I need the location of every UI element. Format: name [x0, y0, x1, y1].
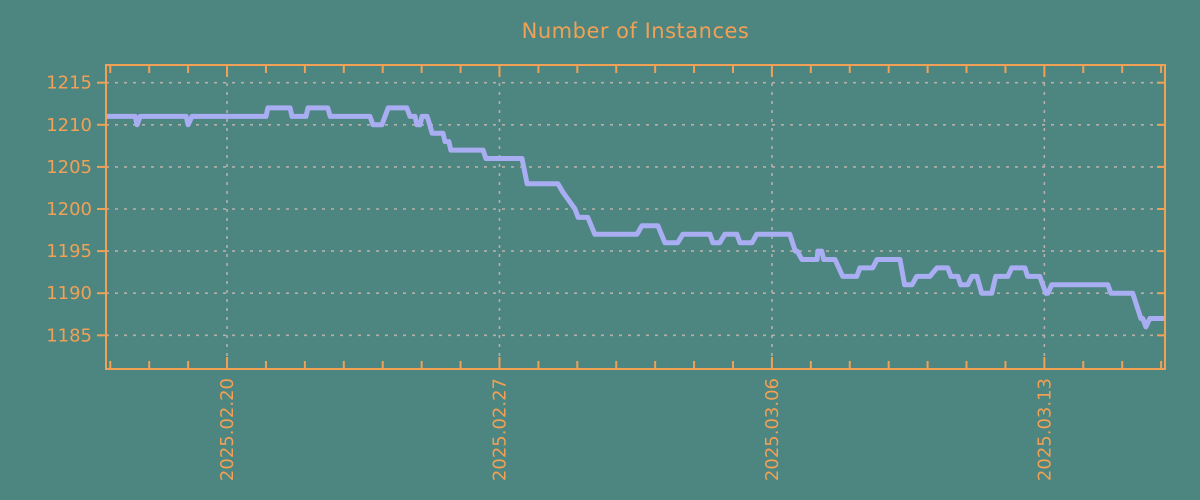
x-tick-label: 2025.02.27	[489, 378, 510, 481]
plot-frame	[105, 64, 1166, 370]
y-tick-label: 1190	[46, 283, 92, 304]
y-tick-label: 1205	[46, 157, 92, 178]
chart-title: Number of Instances	[521, 19, 750, 43]
y-tick-label: 1210	[46, 115, 92, 136]
y-tick-label: 1215	[46, 73, 92, 94]
y-tick-label: 1195	[46, 241, 92, 262]
y-tick-label: 1200	[46, 199, 92, 220]
x-tick-label: 2025.02.20	[217, 378, 238, 481]
x-tick-label: 2025.03.06	[762, 378, 783, 481]
x-tick-label: 2025.03.13	[1034, 378, 1055, 481]
series-line	[106, 105, 1165, 330]
y-tick-label: 1185	[46, 325, 92, 346]
